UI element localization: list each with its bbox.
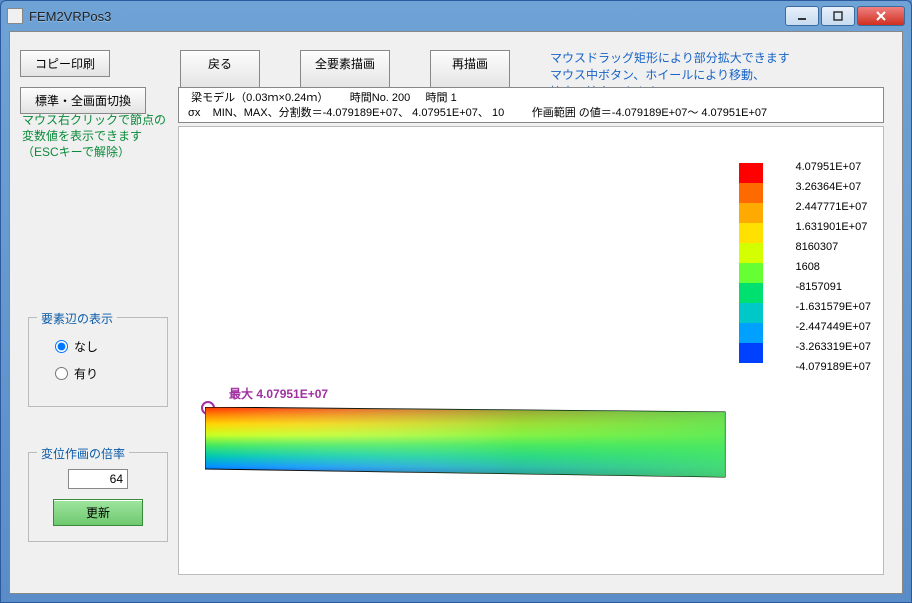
legend-label: 1.631901E+07 [795,217,871,237]
legend-label: -1.631579E+07 [795,297,871,317]
minimize-button[interactable] [785,6,819,26]
edges-title: 要素辺の表示 [37,310,117,327]
scale-groupbox: 変位作画の倍率 更新 [28,452,168,542]
maximize-button[interactable] [821,6,855,26]
legend-label: -4.079189E+07 [795,357,871,377]
beam-svg [205,407,735,507]
edges-none-radio[interactable] [55,340,68,353]
window-title: FEM2VRPos3 [29,9,785,24]
copy-print-button[interactable]: コピー印刷 [20,50,110,77]
legend-segment [739,203,763,223]
back-button[interactable]: 戻る [180,50,260,90]
draw-all-button[interactable]: 全要素描画 [300,50,390,90]
max-marker-label: 最大 4.07951E+07 [229,385,328,402]
close-button[interactable] [857,6,905,26]
update-button[interactable]: 更新 [53,499,143,526]
edges-none-row[interactable]: なし [55,338,157,355]
legend-segment [739,283,763,303]
edges-none-label: なし [74,338,98,355]
legend-label: -8157091 [795,277,871,297]
scale-title: 変位作画の倍率 [37,445,129,462]
legend-label: 8160307 [795,237,871,257]
legend-segment [739,223,763,243]
info-line1: 梁モデル（0.03ｍ×0.24ｍ） 時間No. 200 時間 1 [185,92,457,104]
hint-line: マウス右クリックで節点の [22,112,172,128]
redraw-button[interactable]: 再描画 [430,50,510,90]
legend-segment [739,263,763,283]
edges-show-radio[interactable] [55,367,68,380]
legend-label: -2.447449E+07 [795,317,871,337]
legend-segment [739,343,763,363]
client-area: コピー印刷 標準・全画面切換 戻る 全要素描画 再描画 マウスドラッグ矩形により… [9,31,903,594]
legend-segment [739,163,763,183]
legend-label: 2.447771E+07 [795,197,871,217]
help-line: マウス中ボタン、ホイールにより移動、 [550,67,790,84]
edges-show-label: 有り [74,365,98,382]
edges-show-row[interactable]: 有り [55,365,157,382]
hint-line: （ESCキーで解除） [22,144,172,160]
canvas-area[interactable]: 4.07951E+073.26364E+072.447771E+071.6319… [178,126,884,575]
std-fullscreen-button[interactable]: 標準・全画面切換 [20,87,146,114]
edges-groupbox: 要素辺の表示 なし 有り [28,317,168,407]
app-window: FEM2VRPos3 コピー印刷 標準・全画面切換 戻る 全要素描画 再描画 マ… [0,0,912,603]
beam-contour: 最大 4.07951E+07 [205,407,735,497]
legend-label: 1608 [795,257,871,277]
scale-input[interactable] [68,469,128,489]
legend-segment [739,183,763,203]
legend-label: -3.263319E+07 [795,337,871,357]
hint-line: 変数値を表示できます [22,128,172,144]
legend-segment [739,303,763,323]
legend-segment [739,323,763,343]
help-line: マウスドラッグ矩形により部分拡大できます [550,50,790,67]
window-controls [785,6,905,26]
titlebar[interactable]: FEM2VRPos3 [1,1,911,31]
legend-colorbar [739,163,763,363]
legend-labels: 4.07951E+073.26364E+072.447771E+071.6319… [795,157,871,377]
info-strip: 梁モデル（0.03ｍ×0.24ｍ） 時間No. 200 時間 1 σx MIN、… [178,87,884,123]
legend-label: 4.07951E+07 [795,157,871,177]
sidebar-hint: マウス右クリックで節点の 変数値を表示できます （ESCキーで解除） [22,112,172,161]
info-line2: σx MIN、MAX、分割数＝-4.079189E+07、 4.07951E+0… [185,107,767,119]
legend-label: 3.26364E+07 [795,177,871,197]
legend-segment [739,243,763,263]
app-icon [7,8,23,24]
